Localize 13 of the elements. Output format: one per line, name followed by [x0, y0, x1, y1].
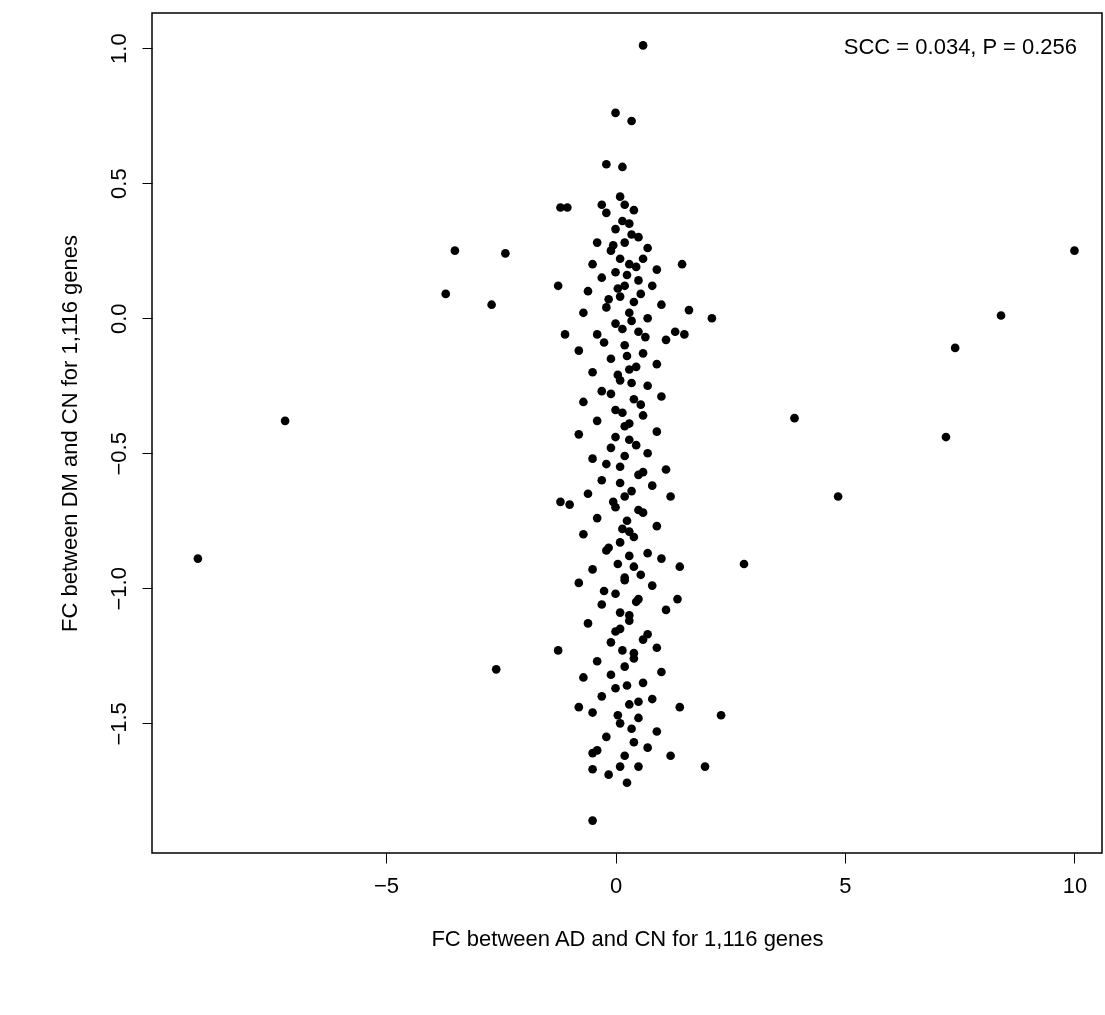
- y-tick-label: 0.5: [105, 168, 131, 199]
- y-axis-title: FC between DM and CN for 1,116 genes: [56, 234, 82, 633]
- y-tick-label: −1.5: [105, 702, 131, 746]
- x-axis-title: FC between AD and CN for 1,116 genes: [431, 925, 824, 951]
- x-tick-label: 10: [1062, 872, 1088, 898]
- annotation: SCC = 0.034, P = 0.256: [843, 34, 1077, 59]
- y-tick-label: 1.0: [105, 33, 131, 64]
- x-tick-label: 5: [839, 872, 852, 898]
- y-tick-label: −0.5: [105, 432, 131, 476]
- x-tick-label: 0: [609, 872, 623, 898]
- y-tick-label: 0.0: [105, 303, 131, 335]
- y-tick-label: −1.0: [105, 567, 131, 611]
- x-tick-label: −5: [374, 872, 400, 898]
